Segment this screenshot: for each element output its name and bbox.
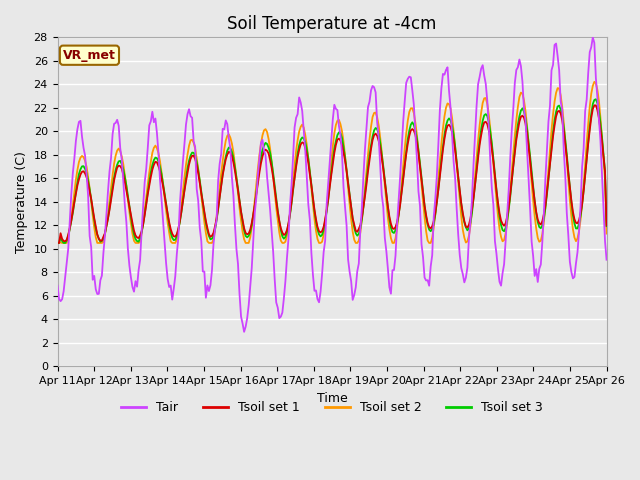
Tsoil set 1 [54,240,61,246]
Tair [240,329,248,335]
Tsoil set 2 [245,240,253,246]
Tsoil set 3 [245,233,253,239]
Tsoil set 1 [294,154,301,160]
X-axis label: Time: Time [317,392,348,405]
Tsoil set 2 [572,238,580,244]
Tair [121,202,129,208]
Legend: Tair, Tsoil set 1, Tsoil set 2, Tsoil set 3: Tair, Tsoil set 1, Tsoil set 2, Tsoil se… [116,396,548,420]
Tair [54,283,61,288]
Tsoil set 3 [572,226,580,231]
Tsoil set 1 [245,230,253,236]
Tsoil set 1 [236,198,243,204]
Line: Tair: Tair [58,37,607,332]
Tsoil set 3 [294,151,301,156]
Tsoil set 2 [294,137,301,143]
Tsoil set 2 [218,171,225,177]
Tsoil set 3 [592,96,600,102]
Tsoil set 1 [218,183,225,189]
Tsoil set 2 [591,79,598,84]
Tsoil set 3 [218,182,225,188]
Y-axis label: Temperature (C): Temperature (C) [15,151,28,253]
Line: Tsoil set 2: Tsoil set 2 [58,82,607,243]
Tsoil set 2 [603,231,611,237]
Tair [295,95,303,100]
Tair [218,151,225,157]
Tsoil set 1 [603,223,611,228]
Tsoil set 2 [54,240,61,246]
Tair [246,284,254,290]
Line: Tsoil set 1: Tsoil set 1 [58,105,607,243]
Tsoil set 1 [572,220,580,226]
Tsoil set 3 [54,240,61,246]
Tsoil set 2 [236,205,243,211]
Tsoil set 3 [236,198,243,204]
Text: VR_met: VR_met [63,48,116,62]
Tair [573,249,581,255]
Line: Tsoil set 3: Tsoil set 3 [58,99,607,243]
Tsoil set 1 [591,102,598,108]
Tair [603,257,611,263]
Tsoil set 3 [603,223,611,229]
Tair [236,291,243,297]
Tair [589,35,596,40]
Tsoil set 1 [121,179,129,185]
Tsoil set 2 [121,172,129,178]
Tsoil set 3 [121,174,129,180]
Title: Soil Temperature at -4cm: Soil Temperature at -4cm [227,15,436,33]
